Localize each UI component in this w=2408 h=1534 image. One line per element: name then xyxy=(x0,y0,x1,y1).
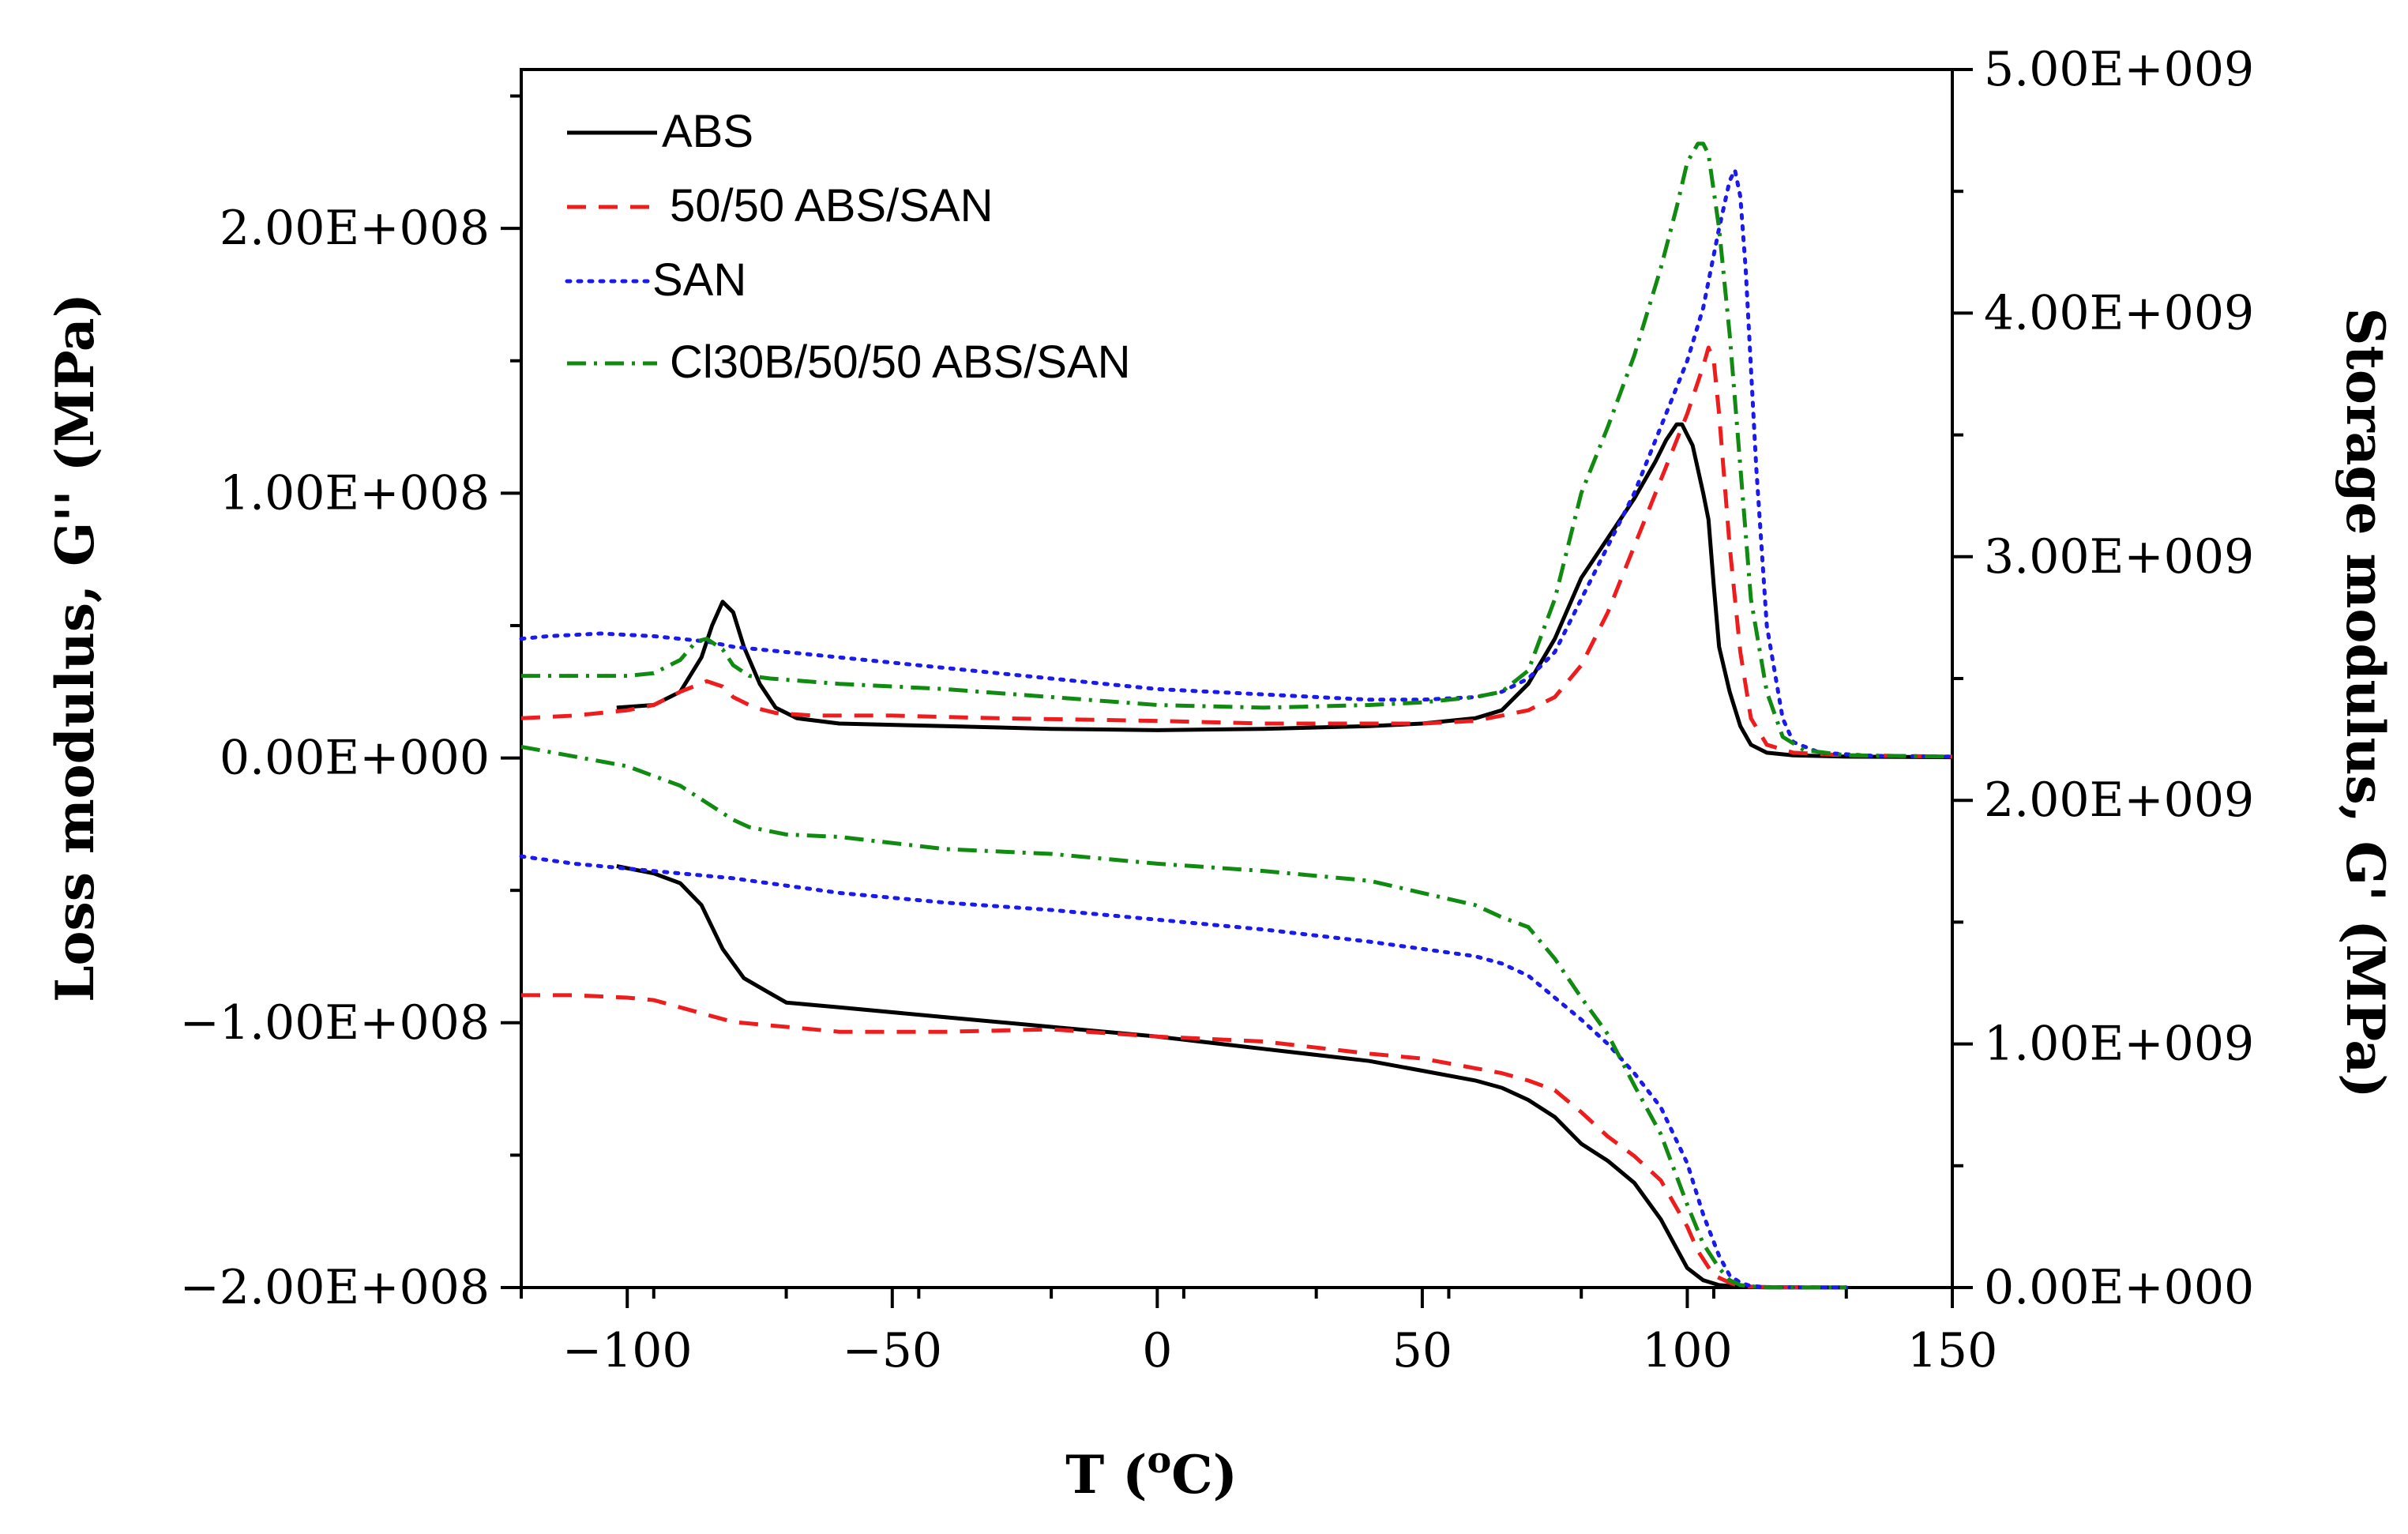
x-tick-label: 0 xyxy=(1142,1323,1172,1378)
axis-ticks xyxy=(501,68,1973,1308)
y-left-tick-label: 2.00E+008 xyxy=(220,201,490,256)
x-axis-title: T (oC) xyxy=(1065,1438,1238,1506)
y-right-tick-label: 1.00E+009 xyxy=(1984,1017,2254,1072)
x-axis-title-main: T ( xyxy=(1065,1444,1147,1506)
legend-item-cl30b-50-50-abs-san: Cl30B/50/50 ABS/SAN xyxy=(567,337,1131,388)
y-left-tick-label: −2.00E+008 xyxy=(180,1260,490,1315)
y-right-axis-title: Storage modulus, G' (MPa) xyxy=(2335,308,2396,1099)
series-50-50-abs-san-loss-modulus xyxy=(520,345,1953,759)
legend-label-cl30b-50-50-abs-san: Cl30B/50/50 ABS/SAN xyxy=(670,337,1131,388)
series-cl30b-50-50-abs-san-loss-modulus xyxy=(521,141,1953,759)
x-axis-title-superscript: o xyxy=(1147,1438,1171,1481)
series-abs-loss-modulus xyxy=(616,422,1953,760)
x-tick-label: 50 xyxy=(1392,1323,1452,1378)
y-right-tick-label: 0.00E+000 xyxy=(1984,1260,2254,1315)
y-right-tick-label: 4.00E+009 xyxy=(1984,285,2254,340)
x-tick-label: 100 xyxy=(1642,1323,1733,1378)
legend-label-san: SAN xyxy=(652,254,746,306)
x-tick-label: −50 xyxy=(842,1323,942,1378)
legend: ABS 50/50 ABS/SAN SAN Cl30B/50/50 ABS/SA… xyxy=(565,106,1131,388)
legend-item-san: SAN xyxy=(565,254,746,306)
y-left-tick-label: 0.00E+000 xyxy=(220,731,490,786)
y-left-tick-label: −1.00E+008 xyxy=(180,995,490,1051)
series-san-storage-modulus xyxy=(519,854,1849,1290)
y-right-tick-label: 5.00E+009 xyxy=(1984,42,2254,97)
x-tick-label: −100 xyxy=(562,1323,693,1378)
series-abs-storage-modulus xyxy=(616,864,1846,1290)
legend-label-abs: ABS xyxy=(662,106,753,157)
legend-item-50-50-abs-san: 50/50 ABS/SAN xyxy=(567,180,993,231)
legend-label-50-50-abs-san: 50/50 ABS/SAN xyxy=(670,180,993,231)
x-axis-title-suffix: C) xyxy=(1171,1444,1238,1506)
y-left-axis-title: Loss modulus, G'' (MPa) xyxy=(44,293,106,1002)
series-layer xyxy=(519,141,1955,1290)
series-cl30b-50-50-abs-san-storage-modulus xyxy=(520,744,1846,1290)
legend-item-abs: ABS xyxy=(567,106,753,157)
y-right-tick-label: 2.00E+009 xyxy=(1984,773,2254,828)
axis-tick-labels: −100 −50 0 50 100 150 −2.00E+008 −1.00E+008 0.00… xyxy=(180,42,2255,1378)
x-tick-label: 150 xyxy=(1907,1323,1998,1378)
y-right-tick-label: 3.00E+009 xyxy=(1984,529,2254,585)
y-left-tick-label: 1.00E+008 xyxy=(220,465,490,521)
